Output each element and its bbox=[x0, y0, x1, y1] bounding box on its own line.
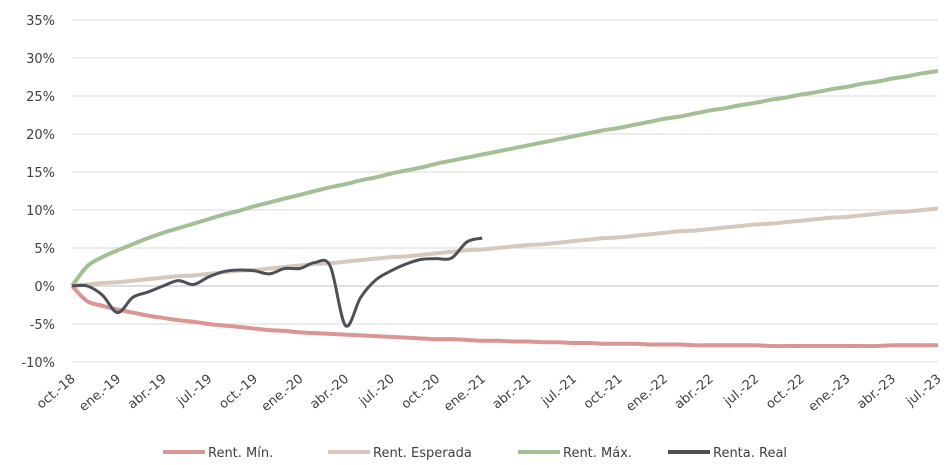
y-tick-label: 5% bbox=[34, 242, 55, 257]
legend-label: Rent. Máx. bbox=[563, 446, 632, 461]
x-tick-label: jul.-19 bbox=[174, 372, 216, 410]
y-tick-label: 0% bbox=[34, 280, 55, 295]
x-tick-label: oct.-22 bbox=[763, 372, 808, 413]
x-tick-label: ene.-23 bbox=[806, 372, 854, 415]
x-tick-label: jul.-20 bbox=[356, 372, 398, 410]
x-tick-label: jul.-23 bbox=[903, 372, 945, 410]
y-tick-label: 10% bbox=[26, 204, 55, 219]
x-tick-label: abr.-23 bbox=[854, 372, 899, 413]
x-tick-label: abr.-20 bbox=[307, 372, 352, 413]
series-line bbox=[71, 236, 483, 328]
legend-label: Rent. Mín. bbox=[208, 446, 273, 461]
x-tick-label: oct.-18 bbox=[34, 372, 79, 413]
y-tick-label: -10% bbox=[21, 356, 55, 371]
x-tick-label: jul.-22 bbox=[721, 372, 763, 410]
y-tick-label: 25% bbox=[26, 90, 55, 105]
x-tick-label: abr.-19 bbox=[125, 372, 170, 413]
x-tick-label: ene.-22 bbox=[623, 372, 671, 415]
y-tick-label: -5% bbox=[30, 318, 55, 333]
y-tick-label: 35% bbox=[26, 14, 55, 29]
x-tick-label: jul.-21 bbox=[538, 372, 580, 410]
x-tick-label: ene.-21 bbox=[441, 372, 489, 415]
y-tick-label: 15% bbox=[26, 166, 55, 181]
y-tick-label: 20% bbox=[26, 128, 55, 143]
series-line bbox=[70, 68, 939, 288]
x-tick-label: ene.-20 bbox=[259, 372, 307, 415]
y-tick-label: 30% bbox=[26, 52, 55, 67]
x-tick-label: oct.-19 bbox=[216, 372, 261, 413]
series-line bbox=[70, 284, 938, 349]
x-tick-label: oct.-21 bbox=[581, 372, 626, 413]
x-tick-label: ene.-19 bbox=[77, 372, 125, 415]
legend-label: Rent. Esperada bbox=[373, 446, 472, 461]
x-tick-label: abr.-21 bbox=[490, 372, 535, 413]
x-tick-label: oct.-20 bbox=[399, 372, 444, 413]
x-tick-label: abr.-22 bbox=[672, 372, 717, 413]
legend-label: Renta. Real bbox=[713, 446, 787, 461]
